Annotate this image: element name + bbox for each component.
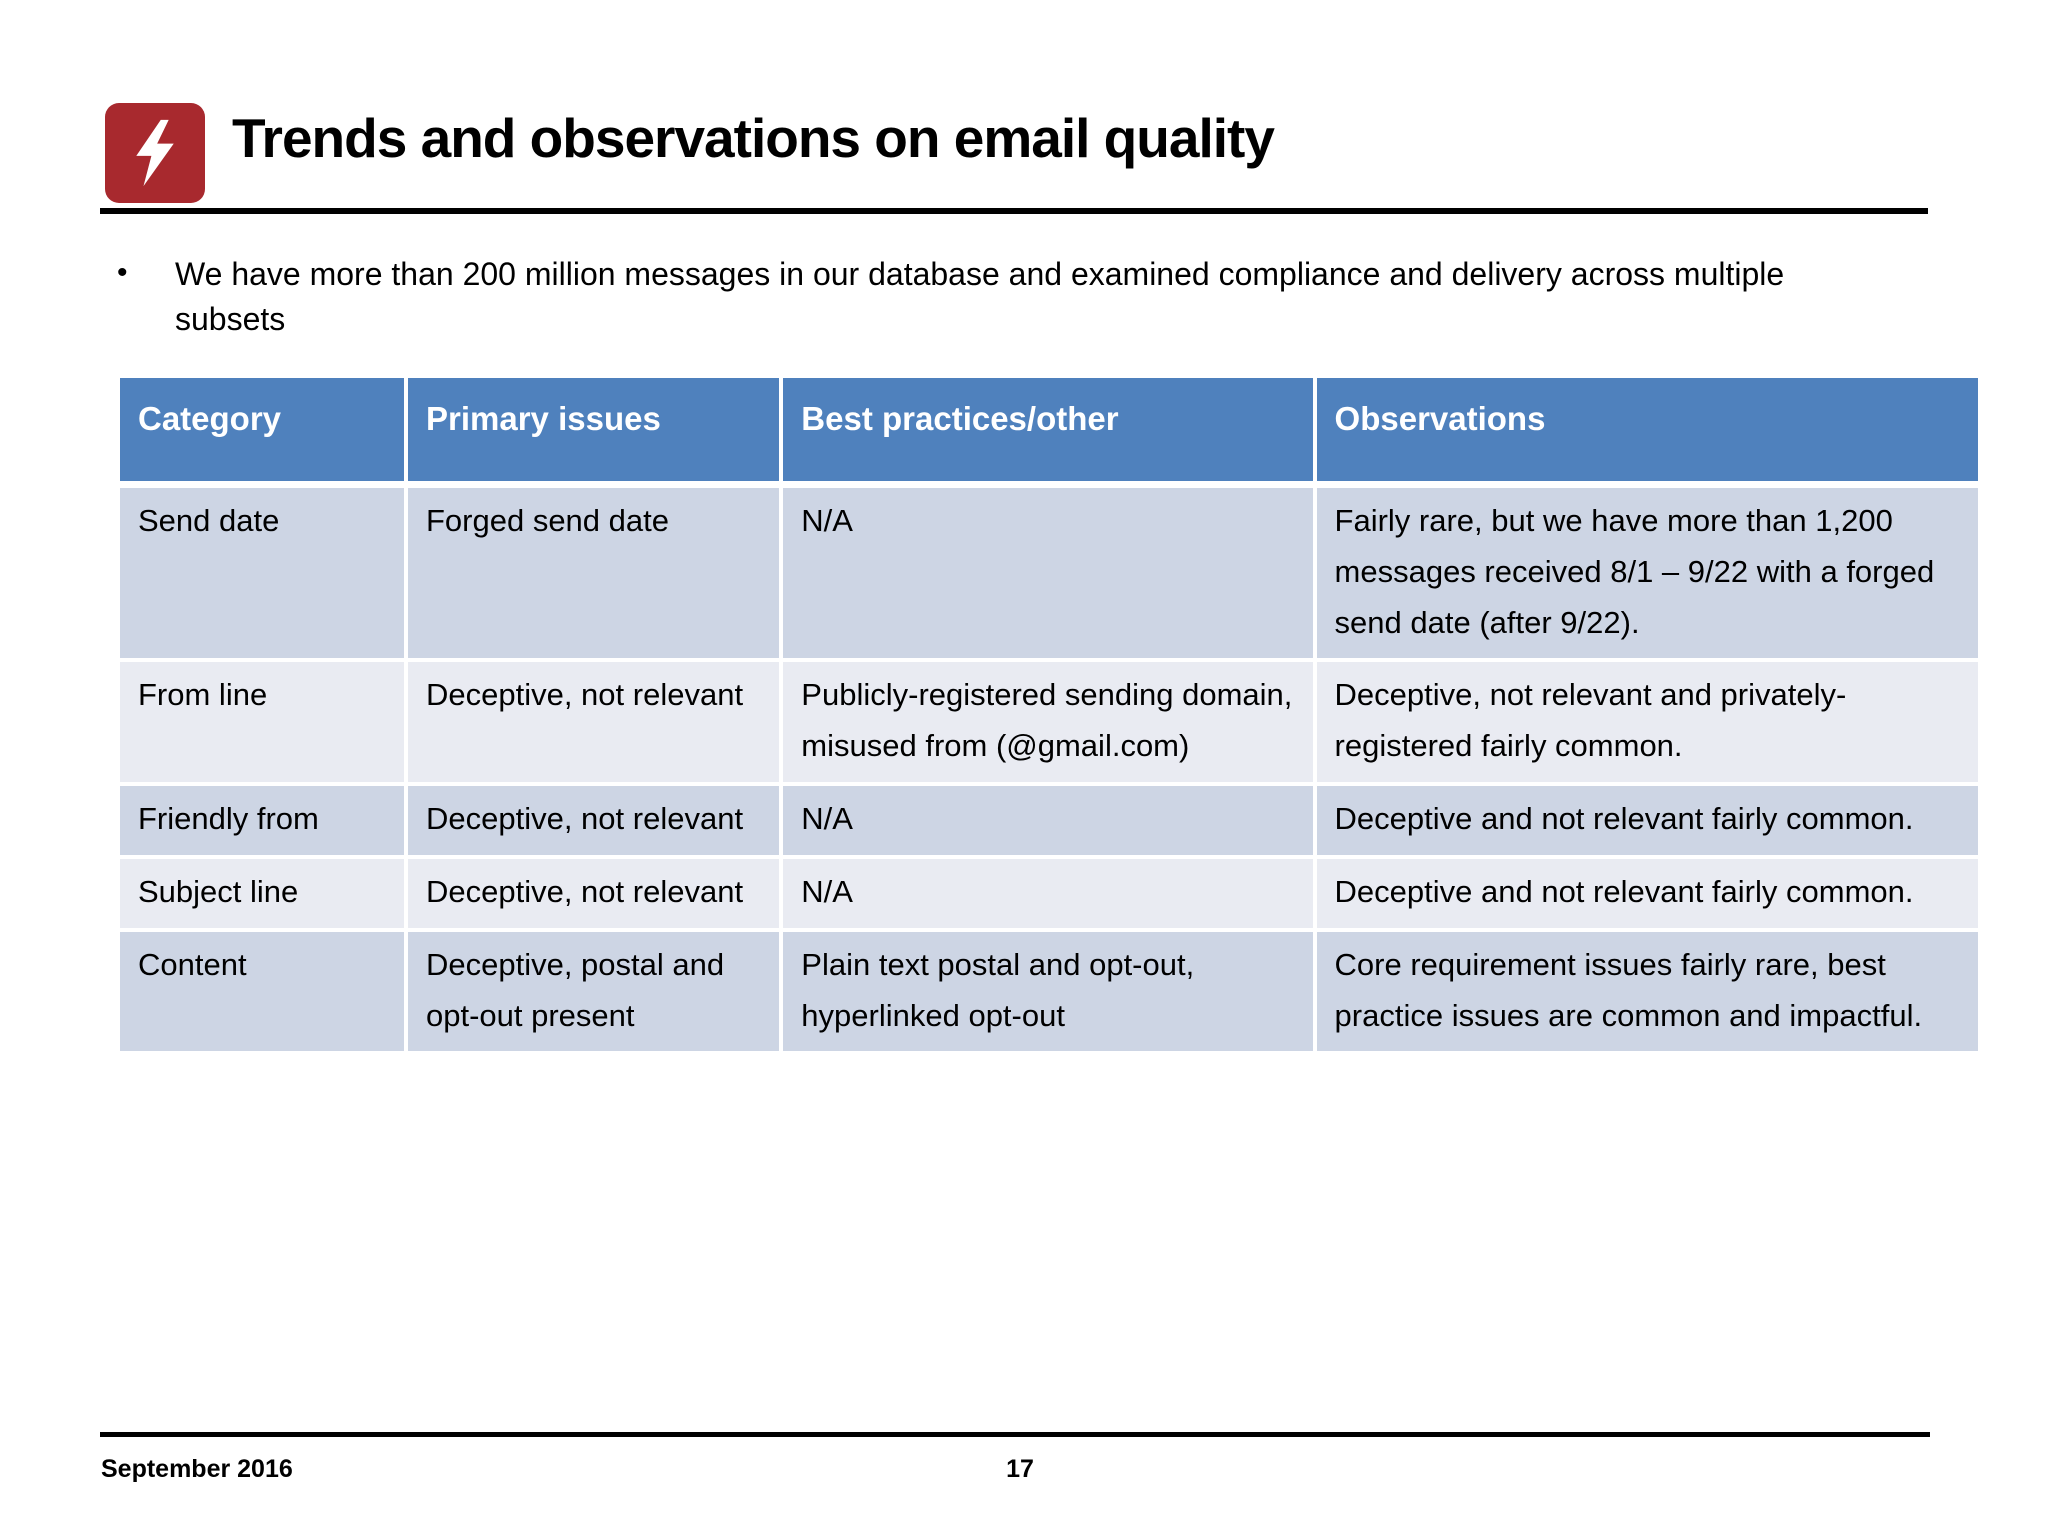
- table-cell-primary_issues: Forged send date: [407, 488, 784, 663]
- table-cell-category: Subject line: [120, 858, 408, 932]
- table-cell-best_practices: Plain text postal and opt-out, hyperlink…: [783, 931, 1317, 1052]
- table-row: Subject line Deceptive, not relevant N/A De…: [120, 858, 1978, 932]
- table-cell-primary_issues: Deceptive, not relevant: [407, 662, 784, 787]
- page-title: Trends and observations on email quality: [232, 107, 1275, 169]
- table-row: Send date Forged send date N/A Fairly rare,…: [120, 488, 1978, 663]
- table-cell-observations: Deceptive and not relevant fairly common…: [1316, 786, 1978, 859]
- table-cell-observations: Deceptive and not relevant fairly common…: [1316, 858, 1978, 932]
- table-row: Friendly from Deceptive, not relevant N/A D…: [120, 786, 1978, 859]
- footer-divider: [100, 1432, 1930, 1437]
- bullet-item: We have more than 200 million messages i…: [117, 252, 1855, 343]
- column-header: Best practices/other: [783, 378, 1317, 488]
- table-cell-category: From line: [120, 662, 408, 787]
- table-cell-primary_issues: Deceptive, postal and opt-out present: [407, 931, 784, 1052]
- table-cell-best_practices: N/A: [783, 858, 1317, 932]
- table-cell-primary_issues: Deceptive, not relevant: [407, 858, 784, 932]
- table-header-row: Category Primary issues Best practices/oth…: [120, 378, 1978, 488]
- bullet-list: We have more than 200 million messages i…: [115, 252, 1855, 343]
- footer-date: September 2016: [101, 1455, 293, 1483]
- title-divider: [100, 208, 1928, 214]
- table-cell-observations: Fairly rare, but we have more than 1,200…: [1316, 488, 1978, 663]
- table-cell-best_practices: N/A: [783, 786, 1317, 859]
- table-cell-category: Send date: [120, 488, 408, 663]
- table-cell-primary_issues: Deceptive, not relevant: [407, 786, 784, 859]
- table-cell-best_practices: N/A: [783, 488, 1317, 663]
- column-header: Category: [120, 378, 408, 488]
- page-number: 17: [1006, 1455, 1034, 1483]
- table-row: From line Deceptive, not relevant Publicly…: [120, 662, 1978, 787]
- table-body: Send date Forged send date N/A Fairly rare,…: [120, 488, 1978, 1052]
- table-cell-observations: Core requirement issues fairly rare, bes…: [1316, 931, 1978, 1052]
- table-row: Content Deceptive, postal and opt-out pre…: [120, 931, 1978, 1052]
- column-header: Observations: [1316, 378, 1978, 488]
- table-cell-observations: Deceptive, not relevant and privately-re…: [1316, 662, 1978, 787]
- table-cell-best_practices: Publicly-registered sending domain, misu…: [783, 662, 1317, 787]
- email-quality-table: Category Primary issues Best practices/oth…: [120, 378, 1978, 1052]
- table-cell-category: Friendly from: [120, 786, 408, 859]
- lightning-bolt-icon: [105, 103, 205, 203]
- column-header: Primary issues: [407, 378, 784, 488]
- table-cell-category: Content: [120, 931, 408, 1052]
